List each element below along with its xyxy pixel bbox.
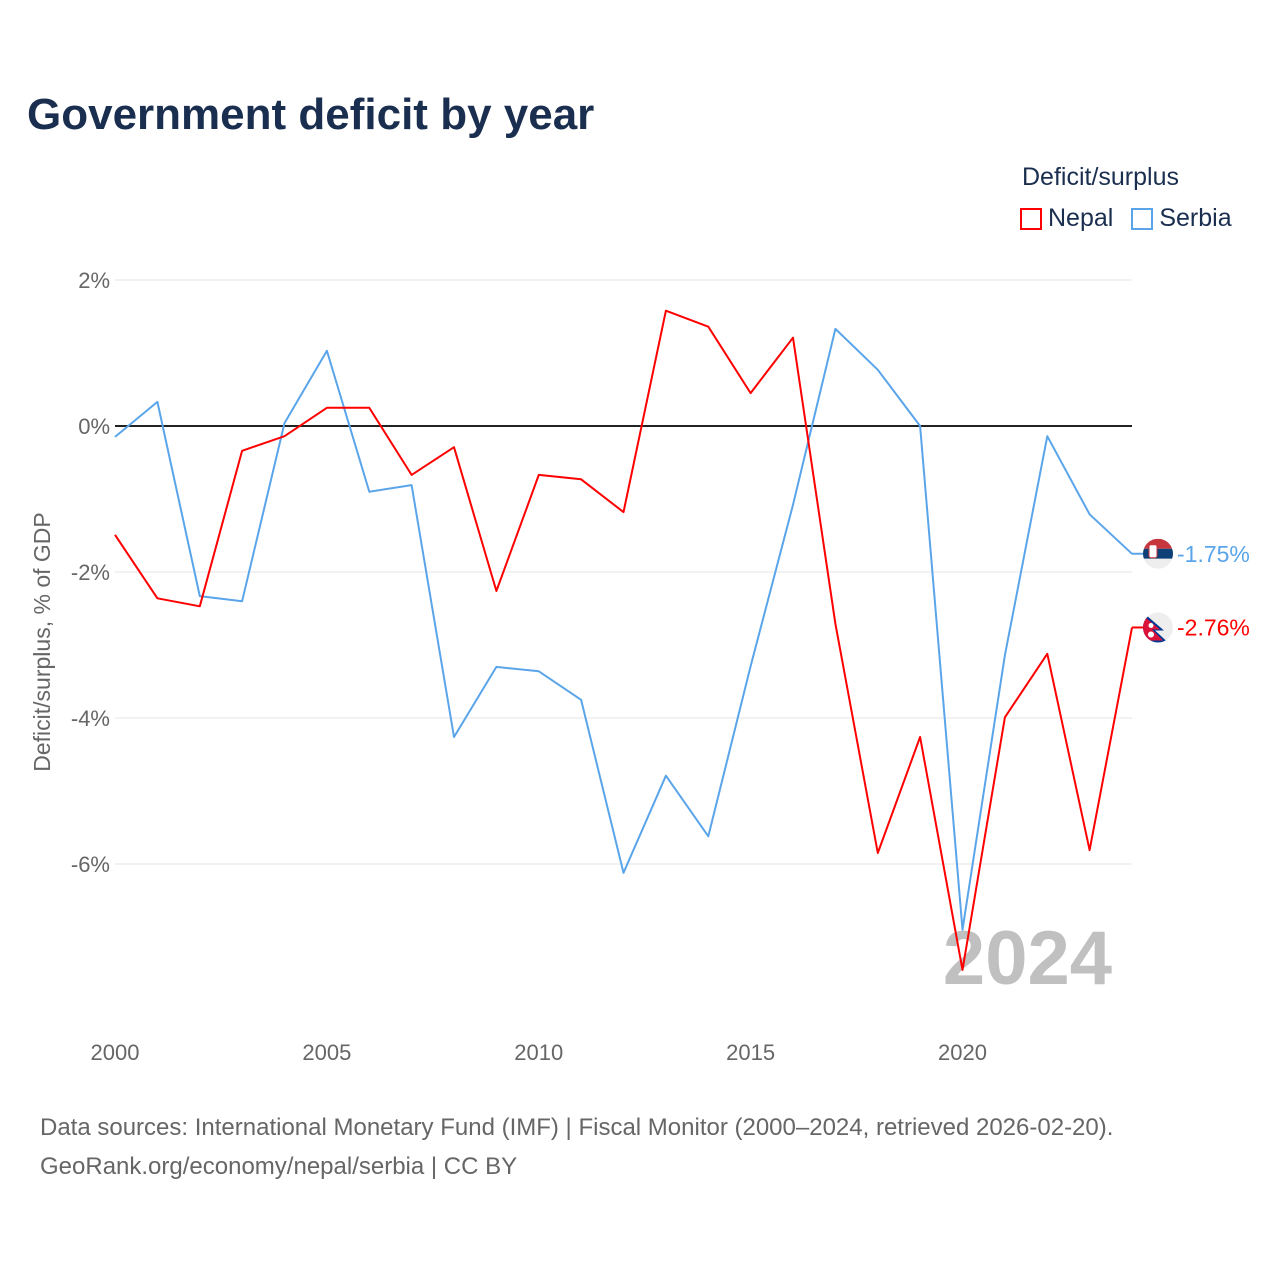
- nepal-flag-icon: [1143, 612, 1173, 643]
- footer-link[interactable]: GeoRank.org/economy/nepal/serbia | CC BY: [40, 1153, 518, 1180]
- flag-body: [1143, 538, 1173, 569]
- flag-body: [1143, 612, 1173, 643]
- y-tick-label: 2%: [78, 268, 110, 293]
- footer-sources: Data sources: International Monetary Fun…: [40, 1114, 1114, 1141]
- flag-stripe-blue: [1143, 548, 1173, 559]
- x-tick-label: 2020: [938, 1040, 987, 1065]
- y-tick-label: 0%: [78, 414, 110, 439]
- y-tick-label: -6%: [71, 852, 110, 877]
- serbia-flag-icon: [1143, 538, 1173, 569]
- series-line-nepal: [114, 309, 1133, 971]
- flag-emblem: [1148, 544, 1158, 559]
- legend-item-serbia[interactable]: Serbia: [1131, 204, 1232, 233]
- watermark-year: 2024: [943, 916, 1112, 1001]
- y-tick-label: -4%: [71, 706, 110, 731]
- flag-stripe-red: [1143, 538, 1173, 549]
- legend-label-serbia: Serbia: [1159, 204, 1232, 232]
- flag-pennant: [1143, 615, 1163, 641]
- x-tick-label: 2000: [91, 1040, 140, 1065]
- end-value-label-nepal: -2.76%: [1177, 614, 1250, 640]
- legend: Nepal Serbia: [1020, 204, 1232, 233]
- legend-swatch-serbia: [1131, 207, 1154, 230]
- legend-swatch-nepal: [1020, 207, 1042, 230]
- legend-item-nepal[interactable]: Nepal: [1020, 204, 1113, 233]
- series-line-serbia: [114, 327, 1133, 931]
- x-tick-label: 2015: [726, 1040, 775, 1065]
- y-axis-label: Deficit/surplus, % of GDP: [29, 512, 55, 771]
- x-tick-label: 2005: [302, 1040, 351, 1065]
- end-value-label-serbia: -1.75%: [1177, 541, 1250, 567]
- y-tick-label: -2%: [71, 560, 110, 585]
- footer: Data sources: International Monetary Fun…: [40, 1108, 1113, 1186]
- chart-title: Government deficit by year: [27, 90, 595, 139]
- legend-title: Deficit/surplus: [1022, 163, 1179, 191]
- flag-moon: [1148, 622, 1154, 628]
- x-tick-label: 2010: [514, 1040, 563, 1065]
- flag-stripe-white: [1143, 558, 1173, 569]
- flag-sun: [1148, 631, 1154, 638]
- legend-label-nepal: Nepal: [1048, 204, 1114, 232]
